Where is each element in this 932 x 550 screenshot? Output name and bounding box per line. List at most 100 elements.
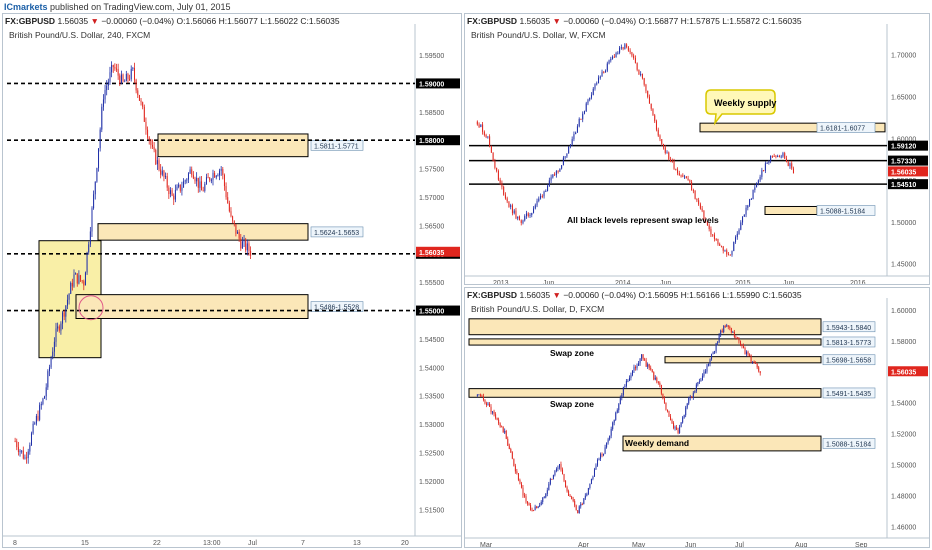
- y-tick-label: 1.53500: [419, 394, 444, 401]
- candle-body: [534, 205, 536, 209]
- candle-body: [732, 331, 734, 333]
- candle-body: [645, 84, 647, 91]
- candle-body: [722, 246, 724, 251]
- candle-body: [237, 232, 239, 234]
- candle-body: [608, 60, 610, 64]
- zone-label-box: [310, 301, 364, 312]
- symbol-line: FX:GBPUSD 1.56035 ▼ −0.00060 (−0.04%) O:…: [5, 16, 340, 26]
- level-tag: [416, 78, 460, 89]
- x-tick-label: Jun: [783, 280, 794, 284]
- zone-label-box: [310, 226, 364, 238]
- candle-body: [756, 183, 758, 188]
- candle-body: [621, 395, 623, 399]
- candle-body: [524, 495, 526, 497]
- daily-chart[interactable]: British Pound/U.S. Dollar, D, FXCM 1.6000…: [465, 298, 929, 547]
- candle-body: [542, 497, 544, 502]
- candle-body: [536, 506, 538, 509]
- chart-panel-h4[interactable]: FX:GBPUSD 1.56035 ▼ −0.00060 (−0.04%) O:…: [2, 13, 462, 548]
- candle-body: [610, 429, 612, 436]
- candle-body: [489, 403, 491, 407]
- candle-body: [160, 169, 162, 175]
- change: −0.00060 (−0.04%): [563, 290, 637, 300]
- candle-body: [684, 176, 686, 178]
- candle-body: [715, 343, 717, 352]
- chart-panel-daily[interactable]: FX:GBPUSD 1.56035 ▼ −0.00060 (−0.04%) O:…: [464, 287, 930, 548]
- candle-body: [98, 148, 100, 169]
- candle-body: [557, 171, 559, 173]
- y-tick-label: 1.60000: [891, 308, 916, 315]
- x-tick-label: Sep: [855, 542, 868, 547]
- candle-body: [192, 174, 194, 179]
- change: −0.00060 (−0.04%): [563, 16, 637, 26]
- y-tick-label: 1.58000: [891, 339, 916, 346]
- candle-body: [590, 94, 593, 98]
- candle-body: [589, 97, 591, 100]
- candle-body: [585, 103, 587, 112]
- candle-body: [487, 403, 489, 405]
- candle-body: [116, 68, 118, 70]
- candle-body: [743, 346, 745, 348]
- candle-body: [583, 498, 585, 505]
- candle-body: [687, 178, 689, 181]
- y-tick-label: 1.57500: [419, 167, 444, 174]
- candle-body: [564, 156, 566, 158]
- candle-body: [57, 326, 59, 329]
- candle-body: [584, 495, 586, 499]
- x-tick-label: 13:00: [203, 540, 221, 547]
- zone-label-box: [822, 438, 876, 449]
- candle-body: [633, 55, 635, 59]
- candle-body: [29, 444, 31, 452]
- level-tag: [888, 140, 928, 151]
- candle-body: [698, 381, 700, 383]
- zone-label-box: [822, 387, 876, 399]
- candle-body: [647, 364, 649, 367]
- candle-body: [545, 190, 547, 192]
- candle-body: [240, 238, 242, 249]
- candle-body: [753, 361, 755, 363]
- candle-body: [150, 140, 152, 146]
- candle-body: [560, 464, 562, 470]
- candle-body: [547, 186, 549, 191]
- chart-title: British Pound/U.S. Dollar, 240, FXCM: [9, 30, 150, 40]
- candle-body: [66, 299, 68, 306]
- y-tick-label: 1.70000: [891, 53, 916, 60]
- candle-body: [597, 77, 600, 84]
- chart-panel-weekly[interactable]: FX:GBPUSD 1.56035 ▼ −0.00060 (−0.04%) O:…: [464, 13, 930, 285]
- candle-body: [713, 234, 715, 239]
- candle-body: [548, 180, 550, 187]
- candle-body: [701, 208, 703, 211]
- zone-label-box: [816, 205, 876, 216]
- symbol: FX:GBPUSD: [467, 290, 518, 300]
- candle-body: [543, 497, 545, 499]
- candle-body: [723, 325, 725, 333]
- h4-chart[interactable]: British Pound/U.S. Dollar, 240, FXCM 1.59…: [3, 24, 461, 547]
- candle-body: [592, 476, 594, 479]
- zone-label: 1.5624-1.5653: [314, 230, 359, 237]
- candle-body: [744, 347, 746, 355]
- zone-label: 1.6181-1.6077: [820, 126, 865, 133]
- candle-body: [739, 341, 741, 345]
- candle-body: [40, 403, 42, 406]
- candle-body: [53, 341, 55, 352]
- candle-body: [742, 216, 744, 223]
- candle-body: [50, 358, 52, 368]
- candle-body: [749, 199, 751, 206]
- candle-body: [536, 200, 538, 206]
- candle-body: [215, 175, 217, 178]
- brand-name[interactable]: ICmarkets: [4, 2, 48, 12]
- candle-body: [677, 169, 679, 174]
- weekly-chart[interactable]: British Pound/U.S. Dollar, W, FXCM 1.7000…: [465, 24, 929, 284]
- candle-body: [610, 58, 612, 61]
- candle-body: [691, 181, 693, 191]
- candle-body: [140, 100, 142, 103]
- candle-body: [691, 396, 693, 398]
- candle-body: [706, 365, 708, 372]
- candle-body: [729, 326, 731, 328]
- candle-body: [700, 380, 702, 382]
- candle-body: [484, 399, 486, 404]
- candle-body: [612, 422, 614, 430]
- candle-body: [481, 395, 483, 397]
- candle-body: [603, 71, 605, 73]
- candle-body: [155, 149, 157, 165]
- x-tick-label: 7: [301, 540, 305, 547]
